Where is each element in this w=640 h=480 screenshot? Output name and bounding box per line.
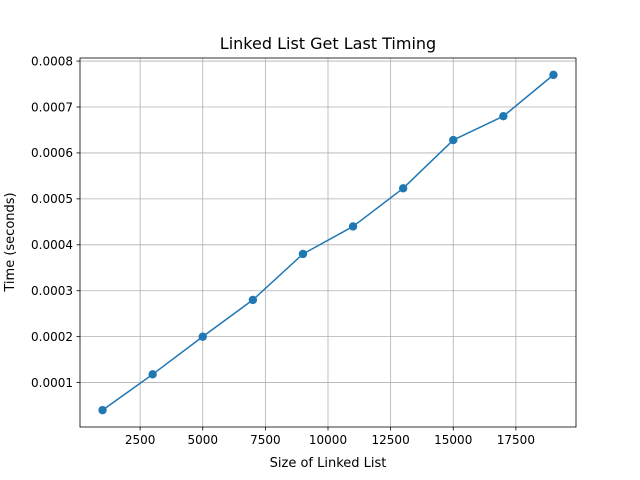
series-line xyxy=(102,74,554,411)
x-tick-label: 10000 xyxy=(309,433,347,447)
data-point xyxy=(248,295,258,305)
x-tick-label: 12500 xyxy=(372,433,410,447)
y-axis-ticks: 0.0001 0.0002 0.0003 0.0004 0.0005 0.0006 0.00… xyxy=(31,54,80,390)
x-tick-label: 2500 xyxy=(125,433,156,447)
grid xyxy=(80,58,576,427)
x-tick-label: 15000 xyxy=(434,433,472,447)
y-tick-label: 0.0002 xyxy=(31,330,73,344)
y-tick-label: 0.0006 xyxy=(31,146,73,160)
data-point xyxy=(298,249,308,259)
data-point xyxy=(148,370,157,379)
y-tick-label: 0.0004 xyxy=(31,238,73,252)
data-point xyxy=(499,111,508,121)
data-point xyxy=(98,405,107,415)
x-axis-ticks: 2500 5000 7500 10000 12500 15000 17500 xyxy=(125,427,535,447)
series-layer xyxy=(98,70,558,415)
chart-title: Linked List Get Last Timing xyxy=(220,34,436,53)
data-point xyxy=(348,222,358,231)
data-point xyxy=(549,70,558,80)
x-tick-label: 17500 xyxy=(497,433,535,447)
y-tick-label: 0.0005 xyxy=(31,192,73,206)
y-tick-label: 0.0001 xyxy=(31,376,73,390)
y-axis-label: Time (seconds) xyxy=(3,192,18,292)
data-point xyxy=(449,135,458,145)
y-tick-label: 0.0008 xyxy=(31,54,73,68)
x-tick-label: 7500 xyxy=(250,433,281,447)
x-axis-label: Size of Linked List xyxy=(270,456,387,471)
y-tick-label: 0.0003 xyxy=(31,284,73,298)
data-point xyxy=(398,184,408,193)
data-point xyxy=(198,332,207,341)
x-tick-label: 5000 xyxy=(187,433,218,447)
y-tick-label: 0.0007 xyxy=(31,100,73,114)
